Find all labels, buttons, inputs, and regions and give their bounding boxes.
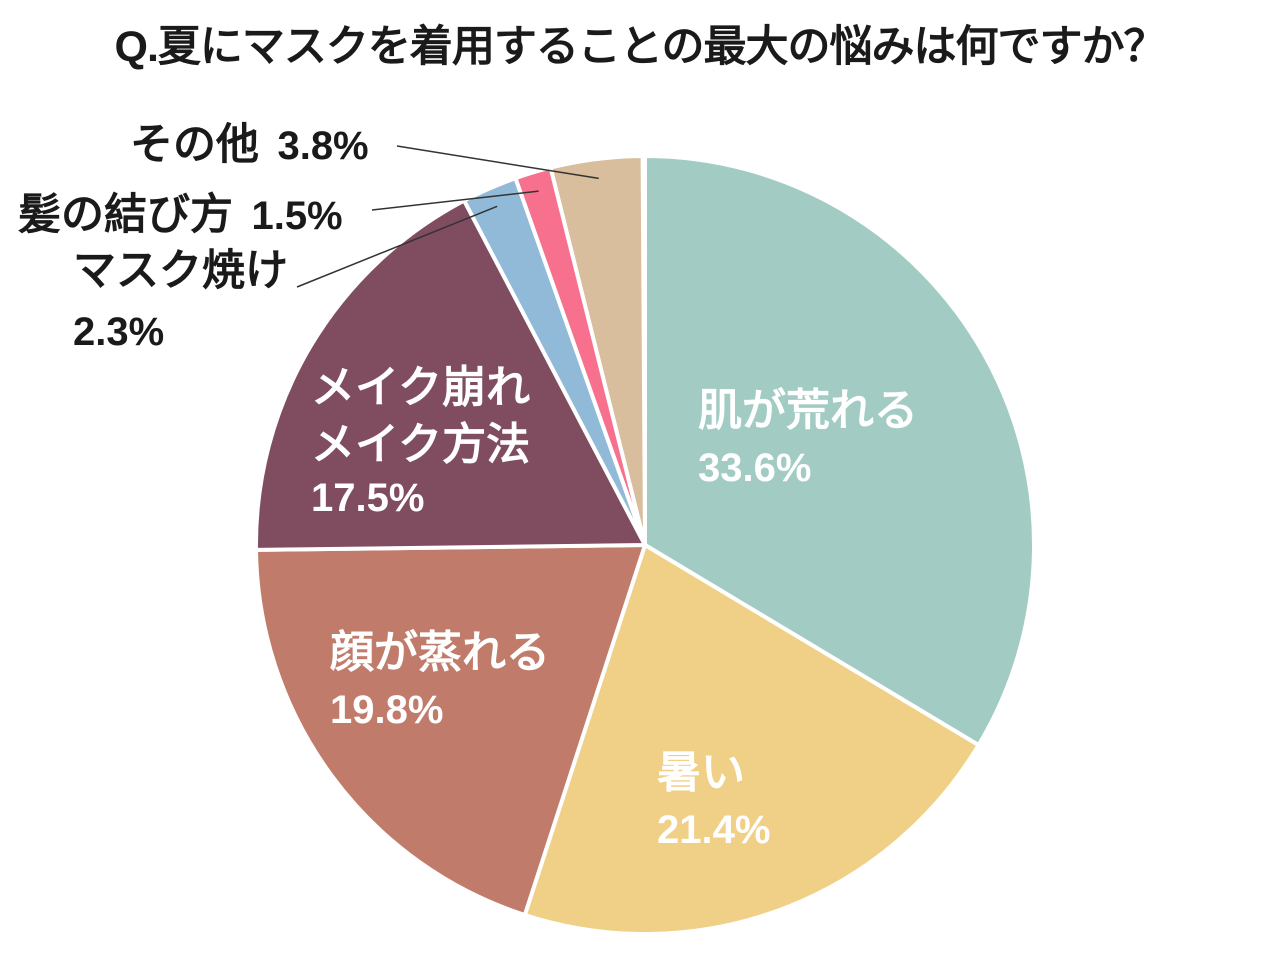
slice-percent: 19.8% bbox=[330, 688, 444, 732]
slice-percent: 21.4% bbox=[657, 808, 771, 852]
slice-name: 暑い bbox=[657, 748, 745, 797]
slice-name-line2: メイク方法 bbox=[311, 420, 531, 469]
slice-name-line1: メイク崩れ bbox=[311, 363, 531, 412]
slice-name: その他 bbox=[130, 121, 259, 169]
callout-label-other: その他 3.8% bbox=[130, 114, 369, 170]
pie-slice-skin-trouble bbox=[643, 154, 1036, 748]
slice-percent: 2.3% bbox=[73, 310, 165, 354]
callout-label-hair-tying: 髪の結び方 1.5% bbox=[18, 184, 343, 240]
slice-label-makeup: メイク崩れ メイク方法 17.5% bbox=[311, 359, 530, 521]
leader-line-mask-tan bbox=[296, 205, 498, 288]
slice-name: マスク焼け bbox=[73, 247, 288, 295]
pie-slice-other bbox=[548, 154, 647, 547]
slice-label-hot: 暑い 21.4% bbox=[657, 747, 770, 853]
slice-name: 顔が蒸れる bbox=[330, 628, 550, 677]
slice-name: 肌が荒れる bbox=[698, 386, 918, 435]
leader-line-other bbox=[396, 145, 599, 180]
slice-name: 髪の結び方 bbox=[18, 191, 233, 239]
slice-label-skin-trouble: 肌が荒れる 33.6% bbox=[698, 385, 918, 491]
callout-label-mask-tan: マスク焼け 2.3% bbox=[73, 247, 288, 356]
slice-percent: 33.6% bbox=[698, 446, 812, 490]
slice-label-face-steams: 顔が蒸れる 19.8% bbox=[330, 627, 550, 733]
chart-title: Q.夏にマスクを着用することの最大の悩みは何ですか？ bbox=[114, 23, 1167, 71]
slice-percent: 17.5% bbox=[311, 476, 425, 520]
pie-slice-hot bbox=[522, 543, 981, 936]
pie-slice-makeup bbox=[253, 198, 647, 552]
slice-percent: 3.8% bbox=[277, 124, 369, 168]
pie-slice-face-steams bbox=[254, 543, 647, 917]
slice-percent: 1.5% bbox=[251, 194, 343, 238]
leader-line-hair-tying bbox=[371, 190, 539, 211]
